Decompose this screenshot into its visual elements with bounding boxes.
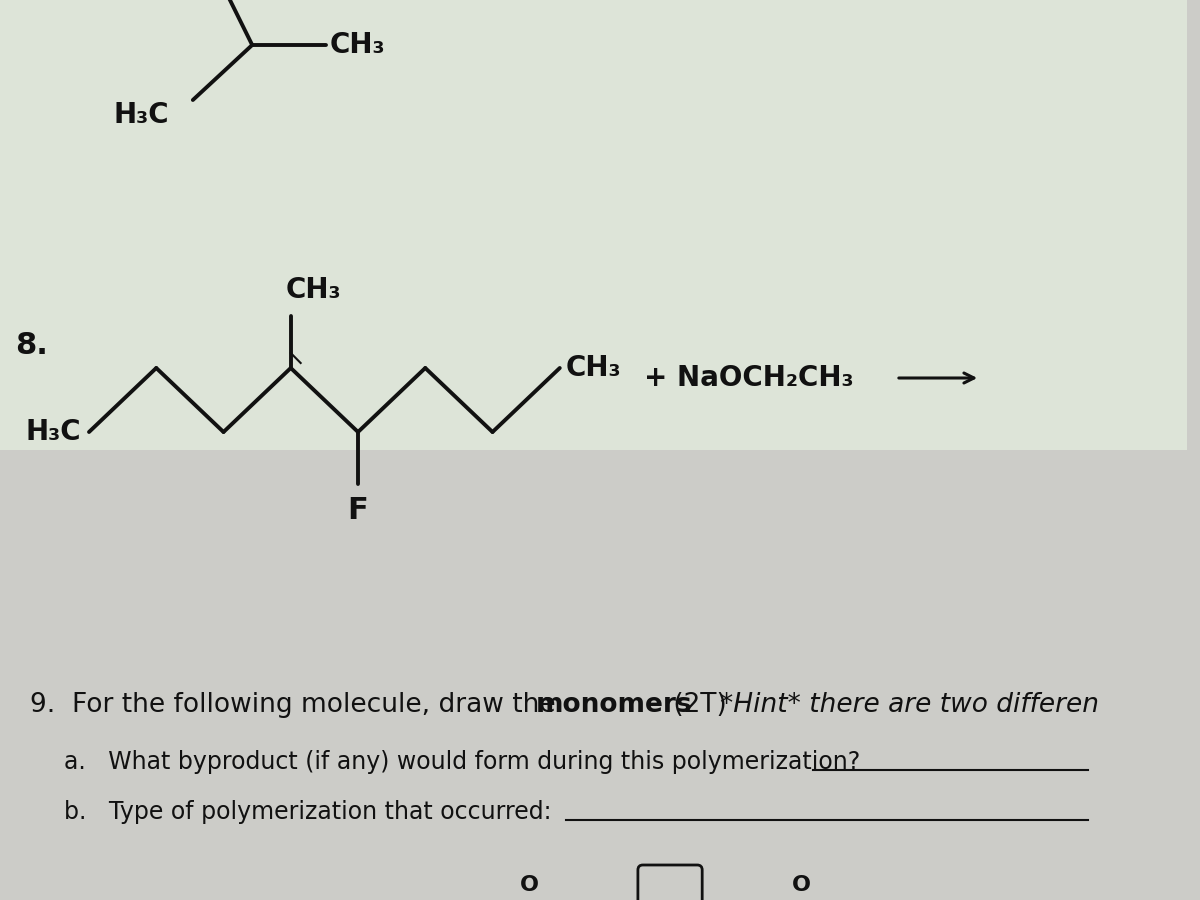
Text: 8.: 8. [14, 330, 48, 359]
Text: H₃C: H₃C [25, 418, 82, 446]
Text: + NaOCH₂CH₃: + NaOCH₂CH₃ [644, 364, 853, 392]
Text: O: O [792, 875, 810, 895]
Text: a.   What byproduct (if any) would form during this polymerization?: a. What byproduct (if any) would form du… [65, 750, 860, 774]
Text: CH₃: CH₃ [286, 276, 342, 304]
Text: b.   Type of polymerization that occurred:: b. Type of polymerization that occurred: [65, 800, 552, 824]
Text: F: F [348, 496, 368, 525]
Text: CH₃: CH₃ [329, 31, 385, 59]
FancyBboxPatch shape [0, 0, 1187, 450]
Text: 9.  For the following molecule, draw the: 9. For the following molecule, draw the [30, 692, 564, 718]
Text: *Hint* there are two differen: *Hint* there are two differen [720, 692, 1099, 718]
Text: monomers: monomers [536, 692, 692, 718]
Text: (2T): (2T) [665, 692, 734, 718]
Text: CH₃: CH₃ [565, 354, 622, 382]
Text: O: O [520, 875, 539, 895]
Text: H₃C: H₃C [114, 101, 169, 129]
